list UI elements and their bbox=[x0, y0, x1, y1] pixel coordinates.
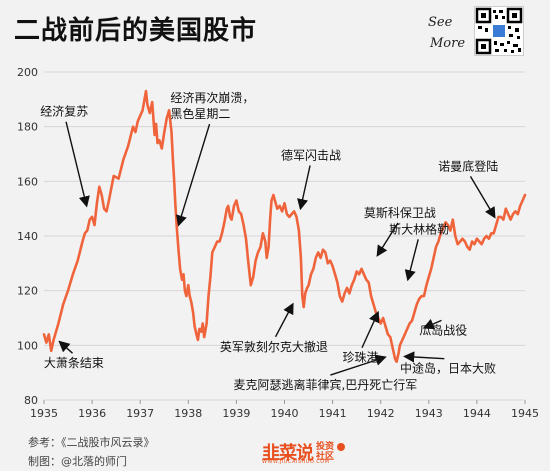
annotation-label-6: 斯大林格勒 bbox=[389, 221, 449, 236]
x-tick-label: 1936 bbox=[78, 407, 106, 420]
annotation-arrow-0 bbox=[65, 121, 90, 208]
y-tick-label: 160 bbox=[17, 175, 38, 188]
y-tick-label: 180 bbox=[17, 121, 38, 134]
annotation-arrow-6 bbox=[404, 239, 419, 282]
annotation-label-1: 大萧条结束 bbox=[44, 356, 104, 370]
annotation-label-11: 中途岛，日本大败 bbox=[400, 361, 496, 376]
brand-url: WWW.JIUCAISHUO.COM bbox=[262, 459, 330, 465]
annotation-label-8: 珍珠港 bbox=[342, 351, 378, 365]
annotation-label-3: 德军闪击战 bbox=[281, 147, 341, 162]
annotation-arrow-3 bbox=[297, 165, 311, 211]
y-tick-label: 200 bbox=[17, 66, 38, 79]
x-tick-label: 1945 bbox=[511, 407, 539, 420]
annotation-arrow-1 bbox=[58, 340, 73, 354]
annotation-label-10: 麦克阿瑟逃离菲律宾,巴丹死亡行军 bbox=[233, 377, 417, 392]
see-more-text[interactable]: See More bbox=[428, 12, 465, 54]
x-tick-label: 1942 bbox=[367, 407, 395, 420]
brand-logo: 韭菜说 投资 社区 WWW.JIUCAISHUO.COM bbox=[262, 439, 346, 465]
y-tick-label: 100 bbox=[17, 339, 38, 352]
x-tick-label: 1937 bbox=[126, 407, 154, 420]
brand-dot-icon bbox=[337, 443, 346, 451]
annotation-label-5: 莫斯科保卫战 bbox=[364, 206, 436, 220]
x-tick-label: 1943 bbox=[415, 407, 443, 420]
x-tick-label: 1935 bbox=[30, 407, 58, 420]
x-tick-label: 1939 bbox=[222, 407, 250, 420]
annotation-arrow-11 bbox=[403, 351, 445, 363]
annotation-arrow-9 bbox=[422, 318, 442, 330]
footer: 参考：《二战股市风云录》 制图：@北落的师门 bbox=[28, 433, 155, 471]
x-tick-label: 1940 bbox=[271, 407, 299, 420]
x-tick-label: 1941 bbox=[319, 407, 347, 420]
annotation-label-0: 经济复苏 bbox=[40, 104, 88, 119]
annotation-arrow-5 bbox=[376, 222, 399, 257]
qr-code-icon[interactable] bbox=[474, 6, 524, 56]
y-tick-label: 80 bbox=[24, 394, 38, 407]
annotation-arrow-7 bbox=[469, 176, 496, 219]
credit-text: 制图：@北落的师门 bbox=[28, 455, 127, 468]
x-tick-label: 1944 bbox=[463, 407, 491, 420]
annotation-label-9: 瓜岛战役 bbox=[419, 322, 467, 337]
see-more-line1: See bbox=[428, 15, 453, 30]
x-tick-label: 1938 bbox=[174, 407, 202, 420]
reference-text: 参考：《二战股市风云录》 bbox=[28, 436, 155, 449]
annotation-label-4: 英军敦刻尔克大撤退 bbox=[220, 339, 328, 354]
y-tick-label: 140 bbox=[17, 230, 38, 243]
annotation-label-2-line2: 黑色星期二 bbox=[170, 107, 230, 121]
see-more-line2: More bbox=[430, 36, 466, 51]
brand-sub-label: 投资 社区 bbox=[316, 442, 335, 462]
annotation-arrow-4 bbox=[274, 302, 294, 338]
annotation-label-2: 经济再次崩溃， bbox=[170, 90, 254, 105]
brand-main: 韭菜说 bbox=[262, 443, 314, 464]
annotation-label-7: 诺曼底登陆 bbox=[438, 158, 498, 173]
series-line-0 bbox=[42, 89, 527, 363]
annotation-arrow-10 bbox=[330, 354, 387, 376]
chart-title: 二战前后的美国股市 bbox=[14, 16, 258, 46]
annotation-arrow-8 bbox=[361, 310, 380, 349]
y-tick-label: 120 bbox=[17, 285, 38, 298]
annotation-arrow-2 bbox=[176, 123, 211, 227]
